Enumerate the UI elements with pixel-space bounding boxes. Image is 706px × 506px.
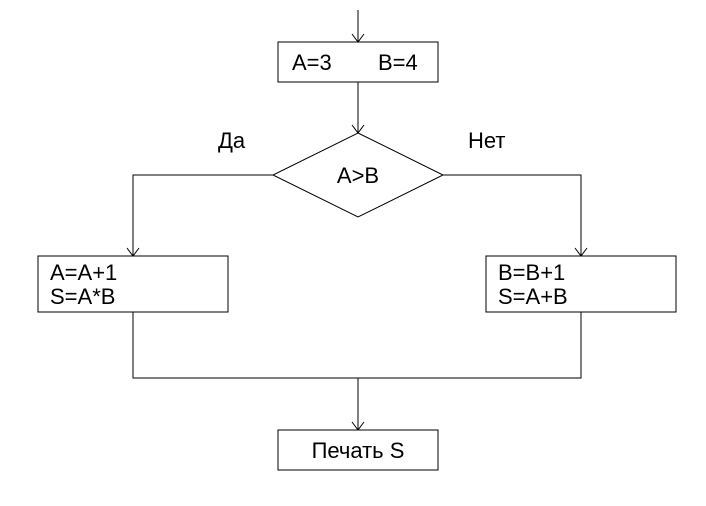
- print-text: Печать S: [312, 438, 405, 463]
- label-yes: Да: [218, 128, 246, 153]
- left-line2: S=A*B: [50, 284, 115, 309]
- edge-dec-right: [443, 175, 581, 256]
- edge-merge: [133, 312, 581, 378]
- label-no: Нет: [468, 128, 505, 153]
- flowchart-canvas: A=3 B=4 A>B Да Нет A=A+1 S=A*B B=B+1 S=A…: [0, 0, 706, 506]
- right-line2: S=A+B: [498, 284, 568, 309]
- left-line1: A=A+1: [50, 260, 117, 285]
- decision-text: A>B: [337, 163, 379, 188]
- right-line1: B=B+1: [498, 260, 565, 285]
- init-text-b: B=4: [378, 50, 418, 75]
- init-text-a: A=3: [292, 50, 332, 75]
- edge-dec-left: [133, 175, 273, 256]
